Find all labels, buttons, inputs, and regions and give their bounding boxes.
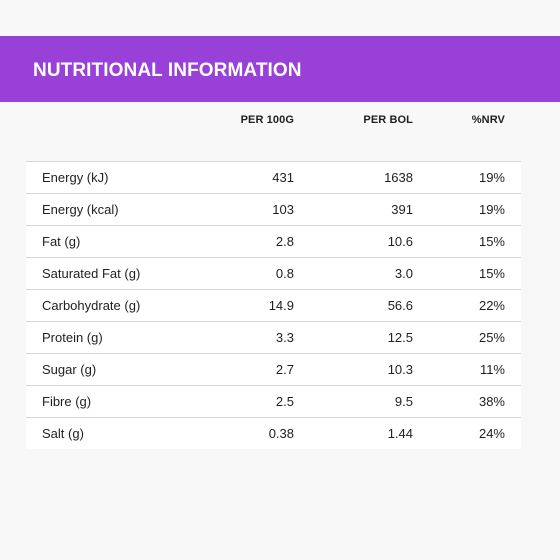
column-header-per-100g: PER 100G bbox=[183, 102, 303, 162]
nutrient-name: Fibre (g) bbox=[26, 385, 183, 418]
column-header-nrv: %NRV bbox=[422, 102, 521, 162]
nrv-value: 38% bbox=[422, 385, 521, 418]
per-bol-value: 10.3 bbox=[303, 353, 422, 386]
nutrient-name: Energy (kJ) bbox=[26, 161, 183, 194]
table-row: Fibre (g) 2.5 9.5 38% bbox=[26, 385, 521, 418]
per-bol-value: 12.5 bbox=[303, 321, 422, 354]
per-bol-value: 3.0 bbox=[303, 257, 422, 290]
nrv-value: 11% bbox=[422, 353, 521, 386]
nutrient-name: Sugar (g) bbox=[26, 353, 183, 386]
nutrient-name: Carbohydrate (g) bbox=[26, 289, 183, 322]
table-row: Saturated Fat (g) 0.8 3.0 15% bbox=[26, 257, 521, 290]
per-100g-value: 3.3 bbox=[183, 321, 303, 354]
per-100g-value: 431 bbox=[183, 161, 303, 194]
table-row: Protein (g) 3.3 12.5 25% bbox=[26, 321, 521, 354]
nrv-value: 15% bbox=[422, 257, 521, 290]
per-bol-value: 9.5 bbox=[303, 385, 422, 418]
table-row: Fat (g) 2.8 10.6 15% bbox=[26, 225, 521, 258]
table-row: Energy (kcal) 103 391 19% bbox=[26, 193, 521, 226]
page-title: NUTRITIONAL INFORMATION bbox=[33, 60, 302, 81]
nrv-value: 22% bbox=[422, 289, 521, 322]
per-100g-value: 14.9 bbox=[183, 289, 303, 322]
per-100g-value: 2.8 bbox=[183, 225, 303, 258]
nutrient-name: Fat (g) bbox=[26, 225, 183, 258]
nrv-value: 15% bbox=[422, 225, 521, 258]
nutrient-name: Protein (g) bbox=[26, 321, 183, 354]
table-body: Energy (kJ) 431 1638 19% Energy (kcal) 1… bbox=[26, 161, 521, 449]
nrv-value: 19% bbox=[422, 193, 521, 226]
title-banner: NUTRITIONAL INFORMATION bbox=[0, 36, 560, 102]
nutrient-name: Energy (kcal) bbox=[26, 193, 183, 226]
per-bol-value: 1638 bbox=[303, 161, 422, 194]
nutrient-name: Saturated Fat (g) bbox=[26, 257, 183, 290]
per-bol-value: 10.6 bbox=[303, 225, 422, 258]
table-row: Sugar (g) 2.7 10.3 11% bbox=[26, 353, 521, 386]
table-row: Salt (g) 0.38 1.44 24% bbox=[26, 417, 521, 449]
header-row: PER 100G PER BOL %NRV bbox=[26, 102, 521, 162]
column-header-nutrient bbox=[26, 102, 183, 162]
per-100g-value: 103 bbox=[183, 193, 303, 226]
per-100g-value: 0.8 bbox=[183, 257, 303, 290]
nutrition-table-container: PER 100G PER BOL %NRV Energy (kJ) 431 16… bbox=[26, 102, 521, 449]
per-bol-value: 56.6 bbox=[303, 289, 422, 322]
table-row: Energy (kJ) 431 1638 19% bbox=[26, 161, 521, 194]
per-100g-value: 2.7 bbox=[183, 353, 303, 386]
nutrient-name: Salt (g) bbox=[26, 417, 183, 449]
nrv-value: 25% bbox=[422, 321, 521, 354]
per-bol-value: 391 bbox=[303, 193, 422, 226]
per-100g-value: 0.38 bbox=[183, 417, 303, 449]
table-row: Carbohydrate (g) 14.9 56.6 22% bbox=[26, 289, 521, 322]
nutrition-table: PER 100G PER BOL %NRV Energy (kJ) 431 16… bbox=[26, 102, 521, 449]
nrv-value: 24% bbox=[422, 417, 521, 449]
nrv-value: 19% bbox=[422, 161, 521, 194]
per-100g-value: 2.5 bbox=[183, 385, 303, 418]
column-header-per-bol: PER BOL bbox=[303, 102, 422, 162]
per-bol-value: 1.44 bbox=[303, 417, 422, 449]
table-header: PER 100G PER BOL %NRV bbox=[26, 102, 521, 162]
